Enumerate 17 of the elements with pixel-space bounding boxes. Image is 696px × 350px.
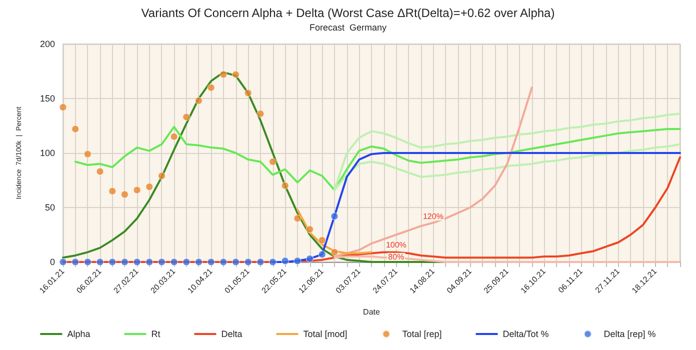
legend-label: Alpha (67, 329, 90, 339)
annotation: 120% (422, 212, 444, 222)
y-tick-label: 50 (44, 202, 55, 212)
chart-subtitle: Forecast Germany (309, 22, 388, 32)
legend-label: Delta/Tot % (502, 329, 549, 339)
chart-title: Variants Of Concern Alpha + Delta (Worst Case ΔRt(Delta)=+0.62 over Alpha) (141, 6, 555, 20)
legend-label: Total [rep] (402, 329, 442, 339)
y-tick-label: 0 (50, 257, 55, 267)
legend-label: Rt (151, 329, 161, 339)
y-tick-label: 200 (40, 39, 55, 49)
x-axis-title: Date (363, 308, 380, 316)
legend-label: Delta (221, 329, 242, 339)
y-tick-label: 150 (40, 94, 55, 104)
legend-label: Delta [rep] % (604, 329, 656, 339)
annotation: 100% (386, 240, 406, 250)
legend-label: Total [mod] (303, 329, 348, 339)
y-tick-label: 100 (40, 148, 55, 158)
